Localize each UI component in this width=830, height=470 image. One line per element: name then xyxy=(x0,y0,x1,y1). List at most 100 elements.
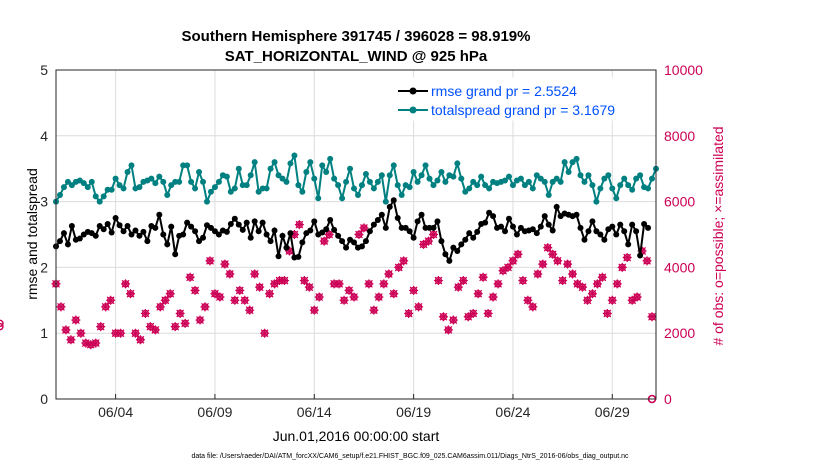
obs-point xyxy=(468,308,478,318)
x-tick-label: 06/24 xyxy=(495,404,530,420)
obs-point xyxy=(185,272,195,282)
obs-point xyxy=(91,338,101,348)
rmse-marker xyxy=(637,252,644,259)
obs-assimilated-marker xyxy=(91,338,101,348)
obs-point xyxy=(503,262,513,272)
obs-assimilated-marker xyxy=(443,325,453,335)
rmse-marker xyxy=(239,226,246,233)
obs-point xyxy=(617,262,627,272)
obs-point xyxy=(424,236,434,246)
obs-assimilated-marker xyxy=(299,276,309,286)
spread-marker xyxy=(633,175,640,182)
obs-assimilated-marker xyxy=(468,308,478,318)
spread-marker xyxy=(64,178,71,185)
obs-point xyxy=(443,325,453,335)
obs-assimilated-marker xyxy=(488,292,498,302)
rmse-marker xyxy=(541,213,548,220)
spread-marker xyxy=(362,170,369,177)
spread-marker xyxy=(529,185,536,192)
spread-marker xyxy=(112,175,119,182)
obs-assimilated-marker xyxy=(573,279,583,289)
rmse-marker xyxy=(609,223,616,230)
obs-point xyxy=(404,308,414,318)
obs-assimilated-marker xyxy=(284,246,294,256)
spread-marker xyxy=(251,159,258,166)
obs-assimilated-marker xyxy=(428,230,438,239)
rmse-marker xyxy=(184,219,191,226)
obs-point xyxy=(155,302,165,312)
y-right-tick-label: 10000 xyxy=(664,62,703,78)
spread-marker xyxy=(482,182,489,189)
obs-point xyxy=(205,256,215,266)
rmse-marker xyxy=(613,231,620,238)
rmse-marker xyxy=(474,228,481,235)
spread-marker xyxy=(573,155,580,162)
obs-point xyxy=(379,279,389,289)
obs-assimilated-marker xyxy=(101,302,111,312)
rmse-marker xyxy=(180,231,187,238)
spread-marker xyxy=(581,178,588,185)
obs-assimilated-marker xyxy=(359,223,369,233)
spread-marker xyxy=(458,175,465,182)
rmse-marker xyxy=(231,215,238,222)
obs-point xyxy=(319,236,329,246)
chart-title-line2: SAT_HORIZONTAL_WIND @ 925 hPa xyxy=(225,48,488,65)
obs-assimilated-marker xyxy=(324,230,334,239)
spread-marker xyxy=(354,192,361,199)
rmse-marker xyxy=(545,221,552,228)
obs-assimilated-marker xyxy=(61,325,71,335)
obs-point xyxy=(200,302,210,312)
rmse-marker xyxy=(513,231,520,238)
rmse-marker xyxy=(172,251,179,258)
obs-assimilated-marker xyxy=(453,282,463,292)
obs-point xyxy=(369,305,379,315)
obs-assimilated-marker xyxy=(220,259,230,269)
rmse-marker xyxy=(549,227,556,234)
obs-assimilated-marker xyxy=(513,249,523,259)
obs-point xyxy=(170,322,180,332)
rmse-marker xyxy=(402,224,409,231)
spread-marker xyxy=(474,182,481,189)
obs-point xyxy=(558,276,568,286)
obs-assimilated-marker xyxy=(533,269,543,279)
rmse-marker xyxy=(287,230,294,237)
obs-point xyxy=(76,328,86,338)
rmse-marker xyxy=(56,238,63,245)
spread-marker xyxy=(60,184,67,191)
obs-assimilated-marker xyxy=(250,269,260,279)
spread-marker xyxy=(299,188,306,195)
spread-marker xyxy=(557,178,564,185)
obs-assimilated-marker xyxy=(612,279,622,289)
spread-marker xyxy=(247,172,254,179)
y-right-tick-label: 6000 xyxy=(664,194,695,210)
spread-marker xyxy=(335,182,342,189)
rmse-marker xyxy=(156,211,163,218)
rmse-marker xyxy=(358,243,365,250)
obs-assimilated-marker xyxy=(175,308,185,318)
rmse-marker xyxy=(327,217,334,224)
rmse-marker xyxy=(323,226,330,233)
obs-assimilated-marker xyxy=(503,262,513,272)
rmse-marker xyxy=(482,219,489,226)
spread-marker xyxy=(136,184,143,191)
spread-marker xyxy=(124,168,131,175)
spread-marker xyxy=(192,185,199,192)
rmse-marker xyxy=(68,222,75,229)
obs-assimilated-marker xyxy=(126,289,136,299)
obs-assimilated-marker xyxy=(294,220,304,230)
rmse-marker xyxy=(271,227,278,234)
spread-marker xyxy=(319,162,326,169)
obs-assimilated-marker xyxy=(523,295,533,305)
rmse-marker xyxy=(267,238,274,245)
rmse-marker xyxy=(235,221,242,228)
rmse-marker xyxy=(509,223,516,230)
obs-assimilated-marker xyxy=(265,289,275,299)
obs-point xyxy=(513,249,523,259)
obs-assimilated-marker xyxy=(255,282,265,292)
rmse-marker xyxy=(299,239,306,246)
obs-assimilated-marker xyxy=(493,279,503,289)
obs-assimilated-marker xyxy=(111,328,121,338)
spread-marker xyxy=(351,185,358,192)
spread-marker xyxy=(565,168,572,175)
spread-marker xyxy=(478,173,485,180)
